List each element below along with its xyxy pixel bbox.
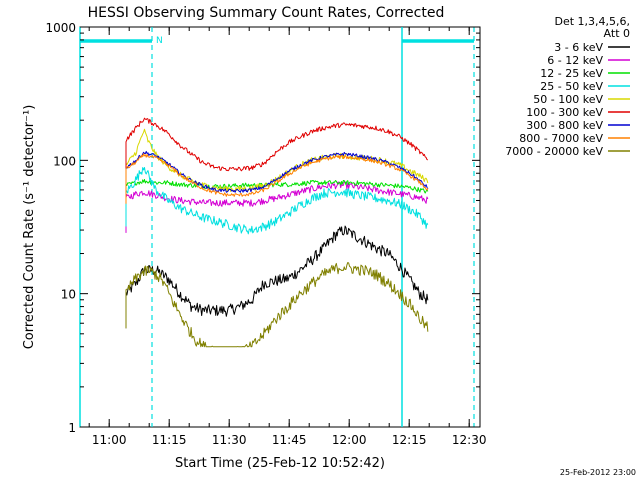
legend-header-line-1: Det 1,3,4,5,6,: [554, 15, 630, 28]
y-tick-label-1: 10: [61, 288, 76, 302]
series-line-1: [125, 181, 429, 233]
legend-label-2: 12 - 25 keV: [540, 67, 603, 80]
night-marker-label: N: [156, 36, 163, 46]
x-tick-label-2: 11:30: [212, 433, 247, 447]
y-tick-label-2: 100: [53, 154, 76, 168]
x-tick-label-5: 12:15: [392, 433, 427, 447]
x-axis: 11:00 11:15 11:30 11:45 12:00 12:15 12:30: [88, 27, 487, 447]
y-axis: 1 10 100 1000: [45, 21, 480, 435]
x-tick-label-4: 12:00: [332, 433, 367, 447]
x-tick-label-1: 11:15: [152, 433, 187, 447]
plot-frame: [79, 26, 481, 428]
y-tick-label-0: 1: [68, 421, 76, 435]
series-line-5: [125, 117, 429, 175]
y-axis-label: Corrected Count Rate (s⁻¹ detector⁻¹): [22, 105, 37, 350]
plot-timestamp: 25-Feb-2012 23:00: [560, 468, 636, 477]
legend-label-5: 100 - 300 keV: [526, 106, 603, 119]
legend-label-3: 25 - 50 keV: [540, 80, 603, 93]
x-axis-label: Start Time (25-Feb-12 10:52:42): [175, 456, 385, 471]
x-tick-label-3: 11:45: [272, 433, 307, 447]
legend-label-8: 7000 - 20000 keV: [505, 145, 603, 158]
series-line-2: [125, 178, 429, 220]
series-line-6: [125, 150, 429, 203]
legend-label-6: 300 - 800 keV: [526, 119, 603, 132]
series-line-8: [125, 262, 429, 348]
observation-markers: [79, 27, 475, 427]
legend-header-line-2: Att 0: [604, 27, 630, 40]
series-group: [125, 117, 429, 348]
legend-label-1: 6 - 12 keV: [547, 54, 603, 67]
x-tick-label-6: 12:30: [452, 433, 487, 447]
series-line-0: [125, 225, 429, 329]
series-line-7: [125, 153, 429, 204]
series-line-4: [125, 128, 429, 200]
y-tick-label-3: 1000: [45, 21, 76, 35]
series-line-3: [125, 167, 429, 235]
chart-title: HESSI Observing Summary Count Rates, Cor…: [88, 5, 445, 21]
x-tick-label-0: 11:00: [92, 433, 127, 447]
legend-label-4: 50 - 100 keV: [533, 93, 603, 106]
legend-label-7: 800 - 7000 keV: [519, 132, 603, 145]
legend-label-0: 3 - 6 keV: [554, 41, 603, 54]
